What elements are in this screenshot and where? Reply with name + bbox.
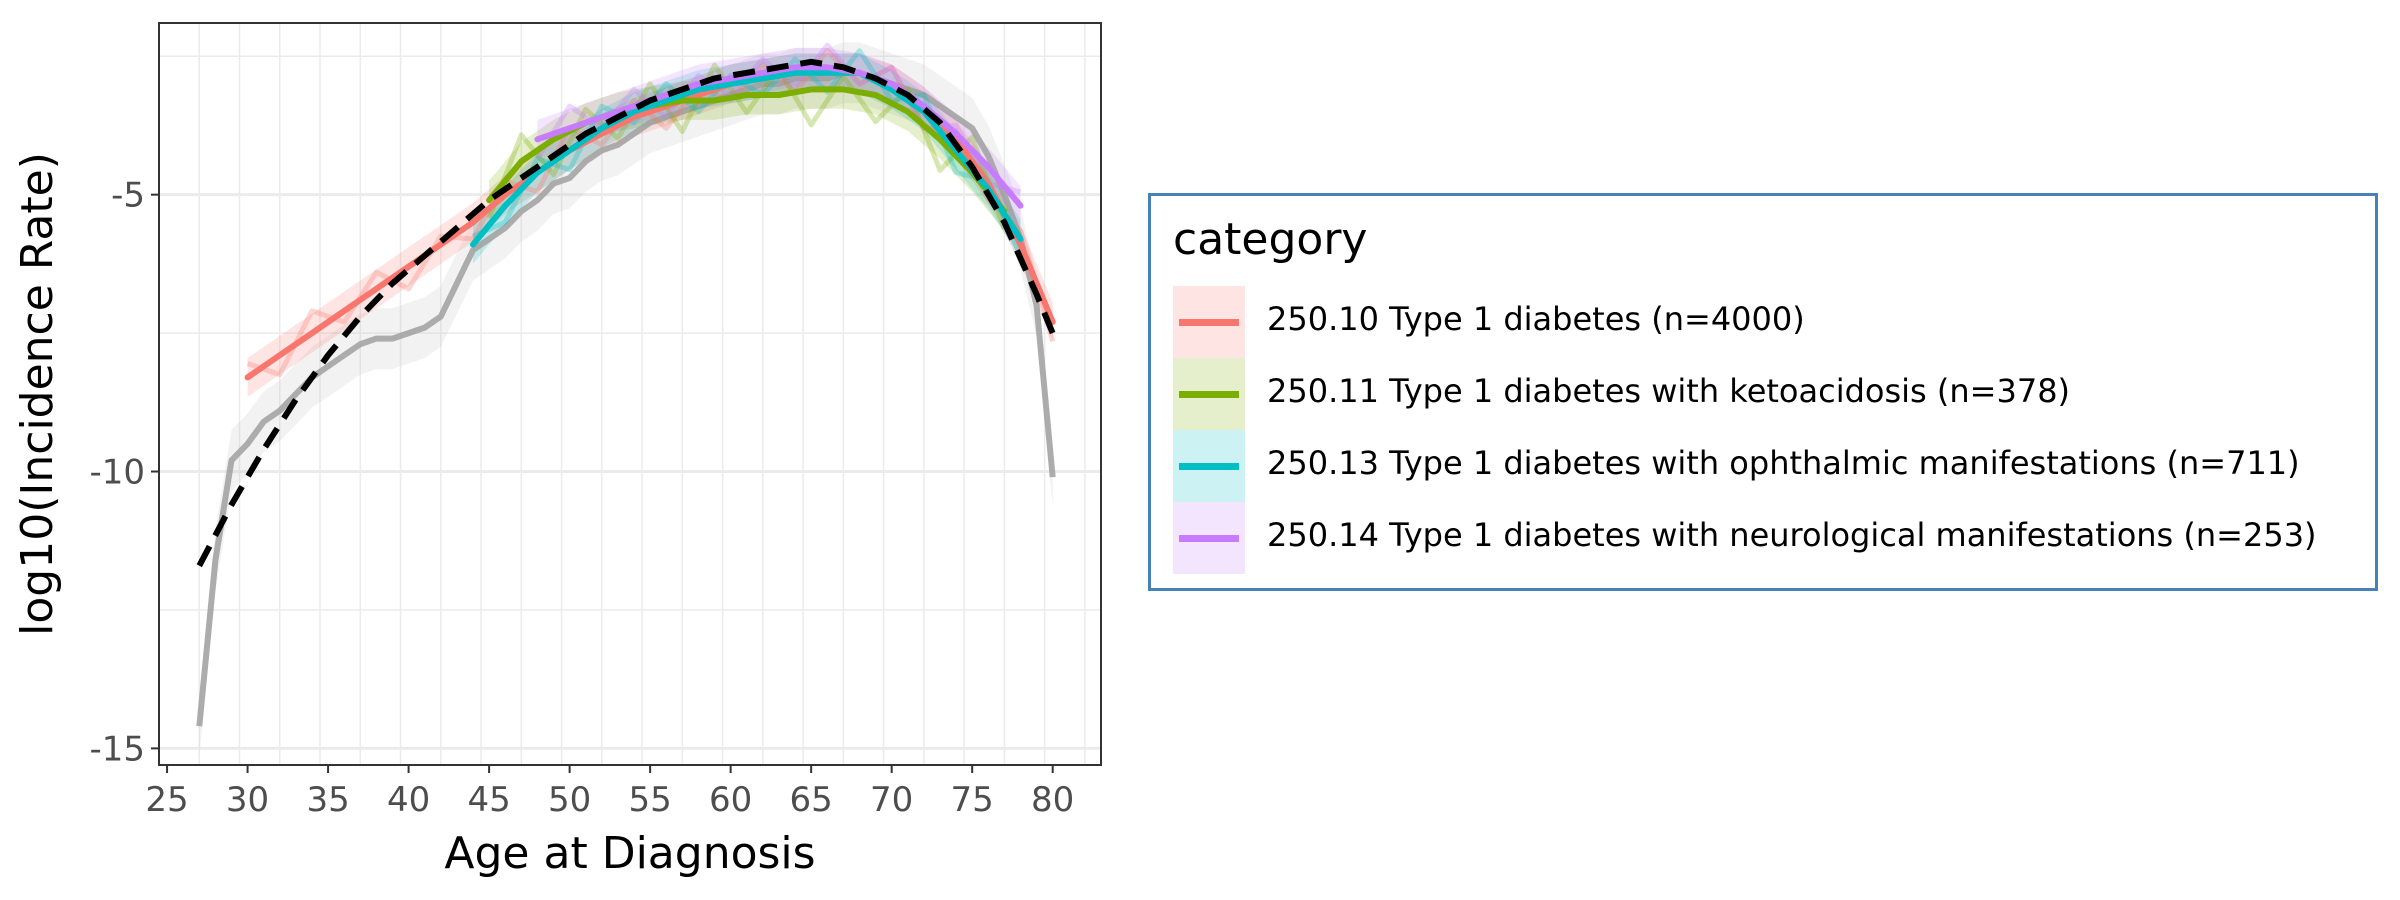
x-tick-label: 60: [709, 780, 752, 820]
legend-key-line: [1179, 463, 1239, 470]
x-tick-label: 40: [387, 780, 430, 820]
x-tick-label: 35: [306, 780, 349, 820]
legend: category 250.10 Type 1 diabetes (n=4000)…: [1148, 193, 2378, 591]
series-band: [473, 53, 1021, 264]
series-fit-line: [470, 69, 1024, 248]
legend-title: category: [1173, 214, 1368, 265]
x-tick-label: 45: [467, 780, 510, 820]
legend-item: 250.10 Type 1 diabetes (n=4000): [1173, 286, 2363, 358]
y-tick-label: -5: [111, 176, 145, 216]
legend-item: 250.14 Type 1 diabetes with neurological…: [1173, 502, 2363, 574]
overall-band: [199, 42, 1053, 757]
overall-fit-line: [196, 58, 1056, 568]
legend-label: 250.10 Type 1 diabetes (n=4000): [1267, 300, 1805, 338]
x-tick-label: 50: [548, 780, 591, 820]
x-tick-label: 70: [870, 780, 913, 820]
legend-key: [1173, 286, 1245, 358]
fitted-series-lines: [196, 58, 1056, 568]
x-tick-label: 25: [145, 780, 188, 820]
x-tick-label: 30: [226, 780, 269, 820]
x-tick-label: 75: [951, 780, 994, 820]
legend-key: [1173, 358, 1245, 430]
legend-item: 250.11 Type 1 diabetes with ketoacidosis…: [1173, 358, 2363, 430]
legend-key: [1173, 502, 1245, 574]
x-tick-label: 80: [1031, 780, 1074, 820]
plot-border: [158, 22, 1102, 766]
y-tick-label: -15: [89, 729, 145, 769]
legend-label: 250.13 Type 1 diabetes with ophthalmic m…: [1267, 444, 2300, 482]
overall-raw-line: [196, 69, 1056, 727]
y-tick-label: -10: [89, 453, 145, 493]
grid: [158, 23, 1101, 765]
legend-key-line: [1179, 391, 1239, 398]
axis-ticks: 25 30 35 40 45 50 55 60 65 70 75 80 -5 -10 -15: [89, 176, 1074, 820]
x-tick-label: 65: [790, 780, 833, 820]
legend-key-line: [1179, 319, 1239, 326]
y-axis-title: log10(Incidence Rate): [12, 152, 63, 636]
legend-key: [1173, 430, 1245, 502]
x-axis-title: Age at Diagnosis: [444, 828, 815, 879]
legend-key-line: [1179, 535, 1239, 542]
legend-label: 250.14 Type 1 diabetes with neurological…: [1267, 516, 2317, 554]
legend-label: 250.11 Type 1 diabetes with ketoacidosis…: [1267, 372, 2071, 410]
x-tick-label: 55: [628, 780, 671, 820]
legend-item: 250.13 Type 1 diabetes with ophthalmic m…: [1173, 430, 2363, 502]
